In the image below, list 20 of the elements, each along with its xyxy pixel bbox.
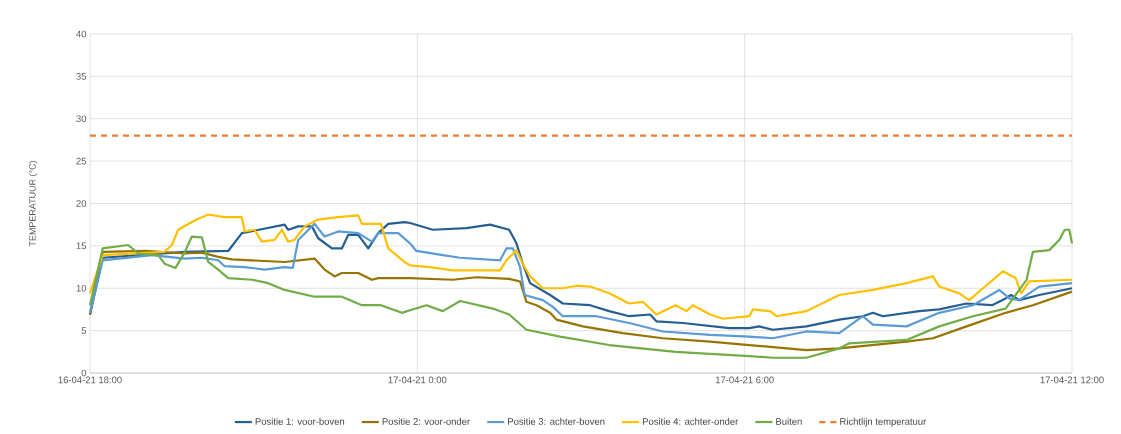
y-tick-label: 20	[76, 200, 87, 207]
y-tick-label: 5	[81, 327, 87, 334]
x-tick-label: 17-04-21 12:00	[1040, 376, 1104, 384]
legend-label: Positie 3: achter-boven	[508, 417, 605, 425]
legend-label: Buiten	[776, 417, 802, 425]
y-tick-label: 30	[76, 115, 87, 123]
y-tick-label: 15	[76, 242, 87, 250]
y-tick-label: 0	[81, 369, 87, 377]
y-tick-label: 35	[76, 73, 87, 80]
y-tick-label: 10	[76, 284, 87, 292]
legend-label: Positie 2: voor-onder	[382, 417, 470, 425]
y-tick-label: 40	[76, 30, 87, 38]
legend-label: Positie 1: voor-boven	[255, 417, 345, 425]
x-tick-label: 16-04-21 18:00	[58, 376, 122, 384]
x-tick-label: 17-04-21 0:00	[388, 376, 447, 384]
x-tick-label: 17-04-21 6:00	[715, 376, 774, 384]
legend-label: Positie 4: achter-onder	[642, 417, 739, 425]
y-axis-title: TEMPERATUUR (°C)	[29, 161, 38, 247]
y-tick-label: 25	[76, 157, 87, 165]
legend-label: Richtlijn temperatuur	[840, 417, 927, 427]
